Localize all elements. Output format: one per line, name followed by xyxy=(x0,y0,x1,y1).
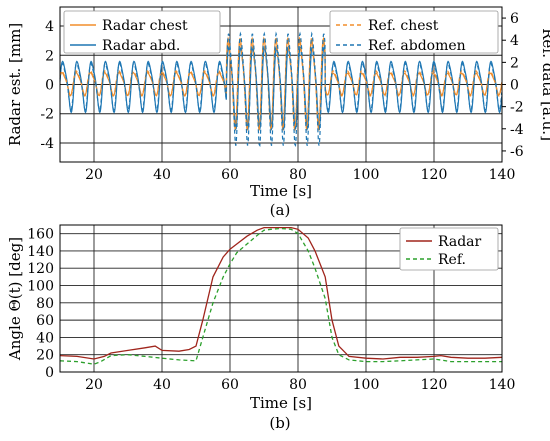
y-axis-label: Angle Θ(t) [deg] xyxy=(6,237,24,361)
x-tick-label: 60 xyxy=(221,167,239,183)
y-tick-label: 0 xyxy=(45,78,54,94)
y-tick-label: 20 xyxy=(36,348,54,364)
y-tick-label: 140 xyxy=(27,244,54,260)
legend-label: Radar chest xyxy=(102,18,188,34)
legend-box xyxy=(329,10,499,54)
legend-left: Radar chest Radar abd. xyxy=(63,10,221,54)
y-tick-label: -2 xyxy=(40,107,54,123)
x-tick-label: 20 xyxy=(85,167,103,183)
x-tick-label: 80 xyxy=(289,167,307,183)
panel-a: 20 40 60 80 100 120 140 -4 -2 0 2 4 -6 -4 -2 0 2 4 6 Radar … xyxy=(6,6,550,200)
y-right-tick-label: 0 xyxy=(510,78,519,94)
y-right-axis-label: Ref. data [a.u.] xyxy=(539,28,550,141)
y-tick-label: 120 xyxy=(27,261,54,277)
panel-b-label: (b) xyxy=(269,414,290,432)
y-tick-label: 160 xyxy=(27,227,54,243)
x-tick-label: 140 xyxy=(489,167,516,183)
x-tick-label: 120 xyxy=(421,377,448,393)
legend-box xyxy=(399,227,499,271)
legend: Radar Ref. xyxy=(399,227,499,271)
plot-frame xyxy=(59,224,503,373)
series-line-ref-abdomen xyxy=(59,31,503,148)
y-tick-label: 100 xyxy=(27,279,54,295)
y-right-tick-label: 6 xyxy=(510,11,519,27)
x-tick-label: 140 xyxy=(489,377,516,393)
y-right-tick-label: -4 xyxy=(510,122,524,138)
y-tick-label: 40 xyxy=(36,330,54,346)
series-line-radar xyxy=(59,226,503,360)
y-right-tick-label: 2 xyxy=(510,55,519,71)
legend-right: Ref. chest Ref. abdomen xyxy=(329,10,499,54)
x-tick-label: 20 xyxy=(85,377,103,393)
x-axis-label: Time [s] xyxy=(250,394,312,412)
legend-label: Radar abd. xyxy=(102,38,180,54)
panel-a-label: (a) xyxy=(270,201,291,219)
x-tick-label: 100 xyxy=(353,377,380,393)
y-right-tick-label: 4 xyxy=(510,33,519,49)
legend-label: Ref. xyxy=(438,252,466,268)
legend-label: Ref. abdomen xyxy=(368,38,466,54)
x-tick-label: 60 xyxy=(221,377,239,393)
y-tick-label: 60 xyxy=(36,313,54,329)
legend-box xyxy=(63,10,221,54)
x-tick-label: 120 xyxy=(421,167,448,183)
series-line-ref- xyxy=(59,227,502,365)
legend-label: Ref. chest xyxy=(368,18,439,34)
x-axis-label: Time [s] xyxy=(250,182,312,200)
y-tick-label: 0 xyxy=(45,365,54,381)
y-right-tick-label: -6 xyxy=(510,144,524,160)
plot-frame xyxy=(59,6,503,163)
y-tick-label: 80 xyxy=(36,296,54,312)
y-tick-label: 2 xyxy=(45,48,54,64)
y-axis-label: Radar est. [mm] xyxy=(6,23,24,146)
y-tick-label: 4 xyxy=(45,19,54,35)
y-tick-label: -4 xyxy=(40,136,54,152)
x-tick-label: 40 xyxy=(153,167,171,183)
y-right-tick-label: -2 xyxy=(510,100,524,116)
x-tick-label: 80 xyxy=(289,377,307,393)
x-tick-label: 100 xyxy=(353,167,380,183)
legend-label: Radar xyxy=(438,234,482,250)
x-tick-label: 40 xyxy=(153,377,171,393)
